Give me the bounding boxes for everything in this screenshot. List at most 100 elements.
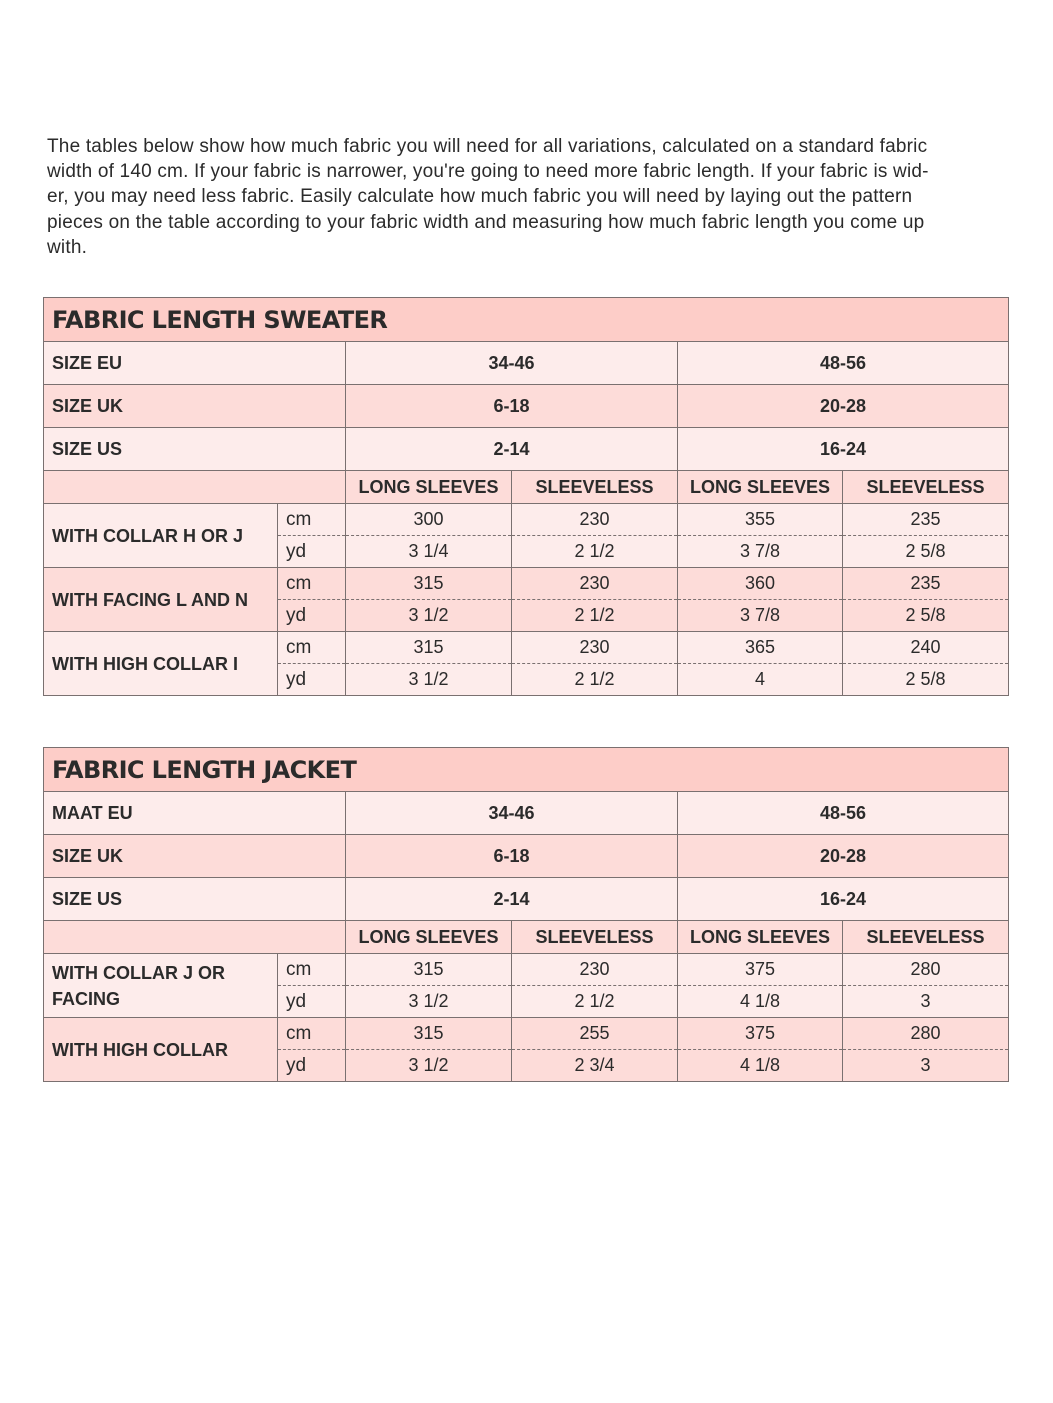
data-row-yd: yd 3 1/4 2 1/2 3 7/8 2 5/8 bbox=[44, 535, 1010, 568]
value-cell: 4 bbox=[677, 663, 843, 696]
column-header: SLEEVELESS bbox=[841, 470, 1010, 504]
value-cell: 3 1/2 bbox=[345, 663, 512, 696]
value-cell: 3 7/8 bbox=[677, 535, 843, 568]
unit-label: yd bbox=[277, 599, 346, 632]
column-header: LONG SLEEVES bbox=[677, 920, 843, 954]
size-range: 6-18 bbox=[345, 384, 678, 428]
value-cell: 2 5/8 bbox=[841, 599, 1010, 632]
value-cell: 315 bbox=[345, 1017, 512, 1050]
column-header: LONG SLEEVES bbox=[345, 920, 512, 954]
variation-label: WITH COLLAR H OR J bbox=[43, 503, 278, 568]
intro-line: pieces on the table according to your fa… bbox=[47, 211, 925, 233]
unit-label: yd bbox=[277, 1049, 346, 1082]
value-cell: 300 bbox=[345, 503, 512, 536]
value-cell: 235 bbox=[841, 503, 1010, 536]
value-cell: 2 1/2 bbox=[511, 599, 678, 632]
unit-label: cm bbox=[277, 503, 346, 536]
size-row: SIZE UK 6-18 20-28 bbox=[43, 834, 1010, 878]
column-header-row: LONG SLEEVES SLEEVELESS LONG SLEEVES SLEEVE… bbox=[43, 470, 1010, 504]
value-cell: 315 bbox=[345, 953, 512, 986]
value-cell: 3 7/8 bbox=[677, 599, 843, 632]
value-cell: 230 bbox=[511, 631, 678, 664]
value-cell: 355 bbox=[677, 503, 843, 536]
size-label: SIZE US bbox=[43, 427, 346, 471]
unit-label: cm bbox=[277, 631, 346, 664]
size-range: 16-24 bbox=[676, 427, 1010, 471]
data-row-yd: yd 3 1/2 2 1/2 4 1/8 3 bbox=[44, 985, 1010, 1018]
size-label: MAAT EU bbox=[43, 791, 346, 835]
unit-label: yd bbox=[277, 535, 346, 568]
size-range: 48-56 bbox=[676, 341, 1010, 385]
unit-label: cm bbox=[277, 1017, 346, 1050]
variation-label: WITH HIGH COLLAR I bbox=[43, 631, 278, 696]
unit-label: yd bbox=[277, 663, 346, 696]
data-row-cm: WITH COLLAR J OR FACING cm 315 230 375 280 bbox=[43, 953, 1010, 1018]
size-range: 34-46 bbox=[345, 341, 678, 385]
size-range: 20-28 bbox=[676, 834, 1010, 878]
column-header: SLEEVELESS bbox=[841, 920, 1010, 954]
value-cell: 255 bbox=[511, 1017, 678, 1050]
size-range: 16-24 bbox=[676, 877, 1010, 921]
value-cell: 230 bbox=[511, 953, 678, 986]
value-cell: 2 3/4 bbox=[511, 1049, 678, 1082]
unit-label: cm bbox=[277, 567, 346, 600]
value-cell: 315 bbox=[345, 631, 512, 664]
value-cell: 280 bbox=[841, 1017, 1010, 1050]
variation-label: WITH HIGH COLLAR bbox=[43, 1017, 278, 1082]
size-row: MAAT EU 34-46 48-56 bbox=[43, 791, 1010, 835]
sweater-fabric-table: FABRIC LENGTH SWEATER SIZE EU 34-46 48-56 SI… bbox=[42, 297, 1010, 696]
value-cell: 4 1/8 bbox=[677, 985, 843, 1018]
empty-header-cell bbox=[43, 920, 346, 954]
value-cell: 240 bbox=[841, 631, 1010, 664]
value-cell: 2 1/2 bbox=[511, 663, 678, 696]
value-cell: 280 bbox=[841, 953, 1010, 986]
column-header-row: LONG SLEEVES SLEEVELESS LONG SLEEVES SLEEVE… bbox=[43, 920, 1010, 954]
intro-line: er, you may need less fabric. Easily cal… bbox=[47, 186, 913, 208]
size-range: 48-56 bbox=[676, 791, 1010, 835]
size-row: SIZE US 2-14 16-24 bbox=[43, 877, 1010, 921]
value-cell: 2 1/2 bbox=[511, 985, 678, 1018]
table-title: FABRIC LENGTH JACKET bbox=[42, 747, 1010, 792]
column-header: LONG SLEEVES bbox=[345, 470, 512, 504]
value-cell: 230 bbox=[511, 567, 678, 600]
size-range: 6-18 bbox=[345, 834, 678, 878]
unit-label: cm bbox=[277, 953, 346, 986]
size-label: SIZE UK bbox=[43, 834, 346, 878]
value-cell: 3 1/4 bbox=[345, 535, 512, 568]
value-cell: 365 bbox=[677, 631, 843, 664]
intro-paragraph: The tables below show how much fabric yo… bbox=[47, 134, 929, 260]
size-label: SIZE US bbox=[43, 877, 346, 921]
value-cell: 3 1/2 bbox=[345, 599, 512, 632]
intro-line: with. bbox=[47, 236, 88, 258]
value-cell: 2 1/2 bbox=[511, 535, 678, 568]
intro-line: width of 140 cm. If your fabric is narro… bbox=[47, 161, 929, 183]
value-cell: 360 bbox=[677, 567, 843, 600]
value-cell: 4 1/8 bbox=[677, 1049, 843, 1082]
data-row-yd: yd 3 1/2 2 1/2 3 7/8 2 5/8 bbox=[44, 599, 1010, 632]
data-row-cm: WITH HIGH COLLAR cm 315 255 375 280 bbox=[43, 1017, 1010, 1082]
value-cell: 3 1/2 bbox=[345, 1049, 512, 1082]
size-range: 34-46 bbox=[345, 791, 678, 835]
size-range: 2-14 bbox=[345, 427, 678, 471]
column-header: LONG SLEEVES bbox=[677, 470, 843, 504]
empty-header-cell bbox=[43, 470, 346, 504]
size-row: SIZE US 2-14 16-24 bbox=[43, 427, 1010, 471]
unit-label: yd bbox=[277, 985, 346, 1018]
intro-line: The tables below show how much fabric yo… bbox=[47, 136, 928, 157]
value-cell: 375 bbox=[677, 953, 843, 986]
value-cell: 3 bbox=[841, 1049, 1010, 1082]
size-row: SIZE UK 6-18 20-28 bbox=[43, 384, 1010, 428]
size-row: SIZE EU 34-46 48-56 bbox=[43, 341, 1010, 385]
value-cell: 3 bbox=[841, 985, 1010, 1018]
column-header: SLEEVELESS bbox=[511, 920, 678, 954]
variation-label: WITH COLLAR J OR FACING bbox=[43, 953, 278, 1018]
jacket-fabric-table: FABRIC LENGTH JACKET MAAT EU 34-46 48-56 SIZ… bbox=[42, 747, 1010, 1082]
data-row-yd: yd 3 1/2 2 1/2 4 2 5/8 bbox=[44, 663, 1010, 696]
size-label: SIZE EU bbox=[43, 341, 346, 385]
size-label: SIZE UK bbox=[43, 384, 346, 428]
column-header: SLEEVELESS bbox=[511, 470, 678, 504]
value-cell: 375 bbox=[677, 1017, 843, 1050]
value-cell: 3 1/2 bbox=[345, 985, 512, 1018]
